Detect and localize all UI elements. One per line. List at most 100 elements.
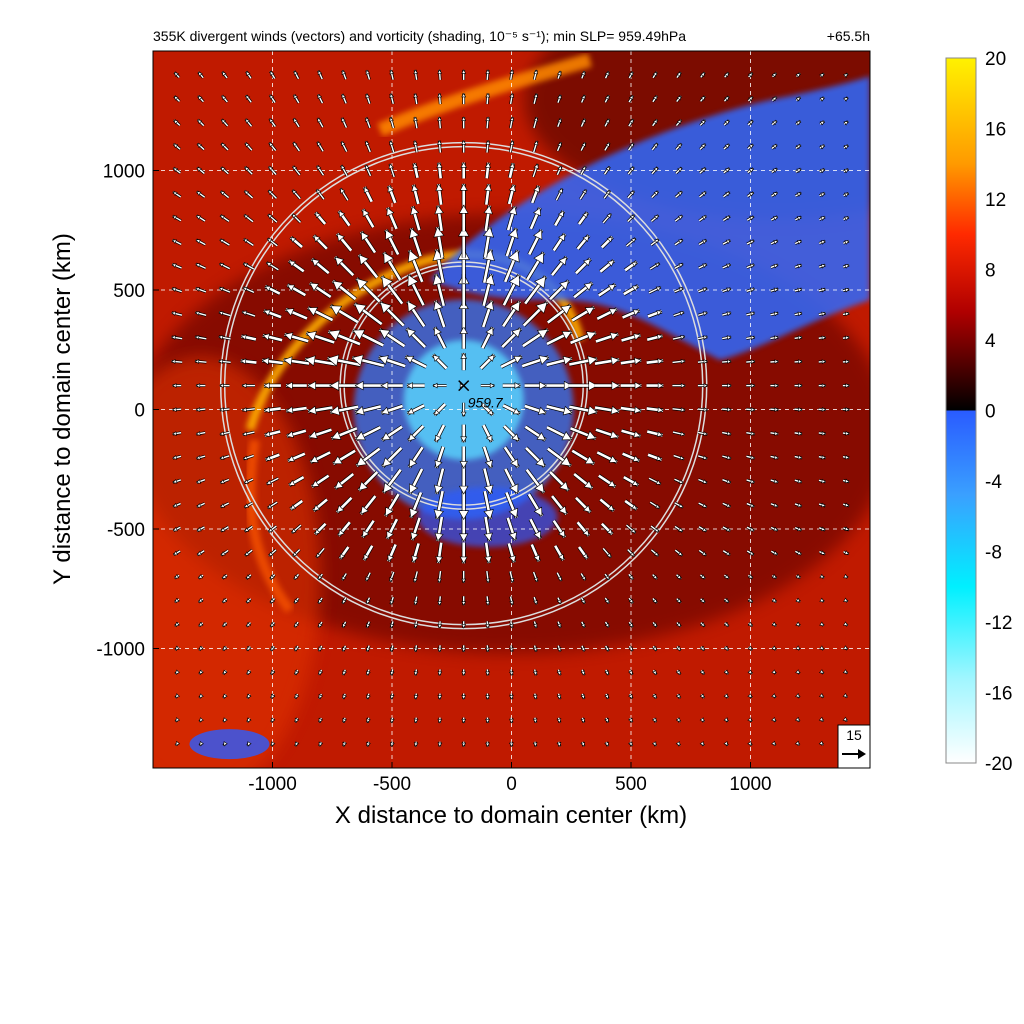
wind-vector-icon (569, 426, 597, 441)
wind-vector-icon (674, 214, 684, 223)
wind-vector-icon (195, 431, 206, 436)
wind-vector-icon (264, 284, 281, 296)
wind-vector-icon (626, 548, 636, 558)
wind-vector-icon (556, 717, 562, 724)
wind-vector-icon (289, 235, 304, 249)
wind-vector-icon (359, 494, 377, 516)
wind-vector-icon (524, 446, 547, 469)
wind-vector-icon (357, 470, 379, 492)
wind-vector-icon (697, 335, 708, 341)
wind-vector-icon (646, 429, 664, 438)
wind-vector-icon (291, 189, 302, 200)
wind-vector-icon (197, 94, 205, 103)
wind-vector-icon (360, 519, 376, 539)
wind-vector-icon (626, 189, 636, 199)
wind-vector-icon (283, 356, 310, 366)
wind-vector-icon (293, 645, 300, 652)
wind-vector-icon (364, 164, 372, 177)
wind-vector-icon (172, 142, 181, 151)
x-axis-label: X distance to domain center (km) (335, 802, 687, 829)
wind-vector-icon (291, 165, 301, 176)
wind-vector-icon (627, 142, 635, 151)
wind-vector-icon (434, 446, 446, 469)
wind-vector-icon (604, 741, 610, 747)
wind-vector-icon (174, 597, 180, 604)
wind-vector-icon (794, 383, 803, 389)
wind-vector-icon (651, 71, 658, 79)
wind-vector-icon (794, 239, 803, 245)
wind-vector-icon (746, 454, 756, 460)
wind-vector-icon (794, 167, 802, 174)
wind-vector-icon (383, 493, 401, 518)
wind-vector-icon (460, 402, 467, 417)
colorbar-tick-label: -4 (985, 472, 1002, 493)
wind-vector-icon (461, 69, 467, 80)
wind-vector-icon (530, 185, 541, 204)
wind-vector-icon (365, 669, 371, 676)
wind-vector-icon (604, 717, 610, 723)
wind-vector-icon (794, 478, 803, 484)
wind-vector-icon (650, 524, 660, 534)
wind-vector-icon (675, 95, 683, 103)
wind-vector-icon (553, 210, 566, 227)
wind-vector-icon (620, 406, 642, 414)
wind-vector-icon (267, 213, 278, 224)
wind-vector-icon (244, 165, 254, 176)
wind-vector-icon (506, 205, 518, 231)
wind-vector-icon (795, 72, 801, 78)
wind-vector-icon (365, 621, 371, 629)
wind-vector-icon (699, 645, 706, 652)
wind-vector-icon (721, 454, 732, 460)
wind-vector-icon (411, 542, 421, 563)
wind-vector-icon (222, 645, 228, 652)
wind-vector-icon (747, 71, 754, 78)
wind-vector-icon (579, 188, 588, 200)
x-tick-label: 0 (506, 774, 517, 795)
wind-vector-icon (265, 261, 280, 271)
wind-vector-icon (622, 475, 640, 488)
wind-vector-icon (410, 205, 422, 231)
wind-vector-icon (818, 430, 827, 436)
wind-vector-icon (484, 183, 493, 205)
wind-vector-icon (198, 669, 204, 675)
wind-vector-icon (577, 545, 590, 560)
wind-vector-icon (818, 526, 826, 532)
wind-vector-icon (458, 204, 469, 232)
wind-vector-icon (819, 167, 826, 174)
wind-vector-icon (269, 645, 276, 652)
wind-vector-icon (652, 645, 658, 652)
wind-vector-icon (770, 167, 778, 174)
wind-vector-icon (770, 311, 779, 317)
wind-vector-icon (407, 424, 425, 443)
wind-vector-icon (746, 431, 756, 436)
wind-vector-icon (675, 71, 682, 79)
shade-spiral-band (245, 439, 294, 614)
wind-vector-icon (722, 263, 732, 270)
wind-vector-icon (340, 93, 348, 104)
wind-vector-icon (674, 190, 683, 199)
wind-vector-icon (270, 717, 276, 723)
wind-vector-icon (351, 354, 385, 368)
wind-vector-icon (293, 693, 300, 700)
wind-vector-icon (795, 597, 801, 604)
wind-vector-icon (294, 717, 300, 723)
wind-vector-icon (434, 204, 444, 232)
wind-vector-icon (340, 572, 348, 581)
wind-vector-icon (574, 496, 592, 514)
wind-vector-icon (525, 251, 546, 281)
wind-vector-icon (389, 693, 395, 700)
wind-vector-icon (819, 645, 825, 651)
wind-vector-icon (794, 407, 803, 412)
wind-vector-icon (556, 741, 562, 747)
wind-vector-icon (388, 140, 396, 153)
wind-vector-icon (795, 621, 801, 627)
wind-vector-icon (308, 427, 333, 440)
wind-vector-icon (269, 597, 276, 604)
wind-vector-icon (697, 359, 709, 365)
wind-vector-icon (699, 693, 706, 699)
wind-vector-icon (317, 621, 324, 628)
wind-vector-icon (574, 257, 592, 275)
wind-vector-icon (173, 71, 181, 79)
wind-vector-icon (771, 693, 777, 699)
wind-vector-icon (411, 184, 421, 205)
